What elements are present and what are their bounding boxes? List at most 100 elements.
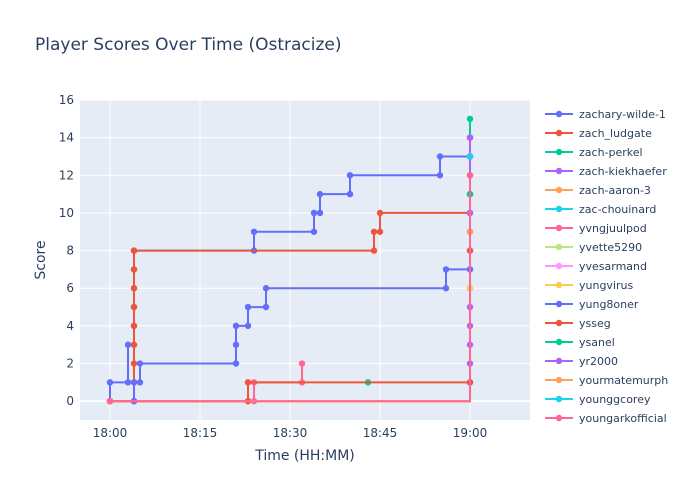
- data-point: [136, 379, 144, 386]
- x-tick-label: 18:30: [273, 426, 308, 440]
- data-point: [130, 303, 138, 311]
- legend-item-yvette5290[interactable]: yvette5290: [545, 241, 642, 254]
- x-tick-label: 19:00: [453, 426, 488, 440]
- y-tick-label: 16: [59, 93, 74, 107]
- legend-marker: [555, 319, 563, 327]
- legend-label: yvesarmand: [579, 260, 647, 273]
- legend-item-zach_ludgate[interactable]: zach_ludgate: [545, 127, 652, 140]
- data-point: [316, 209, 324, 217]
- data-point: [442, 285, 450, 292]
- x-tick-label: 18:00: [93, 426, 128, 440]
- data-point: [232, 341, 240, 348]
- axis-ticks: 0 2 4 6 8 10 12 14 16 18:00 18:15 18:30 18:45 19:00: [59, 93, 488, 440]
- legend-marker: [555, 129, 563, 137]
- legend-item-youngarkofficial[interactable]: youngarkofficial: [545, 412, 667, 425]
- legend[interactable]: zachary-wilde-1 zach_ludgate zach-perkel za…: [545, 108, 668, 425]
- legend-label: zach-perkel: [579, 146, 643, 159]
- legend-item-yung8oner[interactable]: yung8oner: [545, 298, 639, 311]
- data-point: [310, 209, 318, 217]
- data-point: [436, 172, 444, 179]
- legend-marker: [555, 281, 563, 289]
- data-point: [310, 228, 318, 235]
- legend-item-yr2000[interactable]: yr2000: [545, 355, 618, 368]
- legend-marker: [555, 167, 563, 175]
- legend-marker: [555, 357, 563, 365]
- data-point: [244, 322, 252, 330]
- legend-marker: [555, 148, 563, 156]
- legend-label: yr2000: [579, 355, 618, 368]
- legend-item-zach-perkel[interactable]: zach-perkel: [545, 146, 643, 159]
- legend-item-ysseg[interactable]: ysseg: [545, 317, 611, 330]
- legend-marker: [555, 243, 563, 251]
- data-point: [130, 360, 138, 367]
- x-axis-title: Time (HH:MM): [254, 448, 355, 464]
- legend-label: zac-chouinard: [579, 203, 656, 216]
- series-line: [110, 175, 471, 403]
- y-tick-label: 4: [66, 319, 74, 333]
- legend-item-younggcorey[interactable]: younggcorey: [545, 393, 651, 406]
- data-point: [376, 209, 384, 217]
- data-point: [466, 153, 474, 160]
- data-point: [124, 379, 132, 386]
- data-point: [130, 341, 138, 348]
- data-point: [466, 172, 474, 179]
- data-point: [244, 379, 252, 386]
- legend-marker: [555, 395, 563, 403]
- data-point: [232, 322, 240, 330]
- data-point: [130, 247, 138, 254]
- legend-label: zach_ludgate: [579, 127, 652, 140]
- data-point: [262, 285, 270, 292]
- legend-item-zach-aaron-3[interactable]: zach-aaron-3: [545, 184, 651, 197]
- legend-item-zachary-wilde-1[interactable]: zachary-wilde-1: [545, 108, 666, 121]
- data-point: [106, 397, 114, 405]
- legend-label: zach-kiekhaefer: [579, 165, 667, 178]
- legend-marker: [555, 224, 563, 232]
- legend-marker: [555, 110, 563, 118]
- legend-item-yvesarmand[interactable]: yvesarmand: [545, 260, 647, 273]
- legend-label: yourmatemurph: [579, 374, 668, 387]
- data-point: [232, 360, 240, 367]
- data-point: [376, 228, 384, 235]
- legend-item-yungvirus[interactable]: yungvirus: [545, 279, 633, 292]
- legend-marker: [555, 338, 563, 346]
- legend-label: yvette5290: [579, 241, 642, 254]
- data-point: [130, 266, 138, 273]
- y-axis-title: Score: [33, 240, 49, 279]
- data-point: [136, 360, 144, 367]
- legend-item-ysanel[interactable]: ysanel: [545, 336, 615, 349]
- data-point: [466, 134, 474, 141]
- y-tick-label: 10: [59, 206, 74, 220]
- legend-label: zach-aaron-3: [579, 184, 651, 197]
- data-point: [316, 190, 324, 198]
- legend-item-zac-chouinard[interactable]: zac-chouinard: [545, 203, 656, 216]
- data-point: [124, 341, 132, 348]
- data-point: [130, 285, 138, 292]
- data-point: [346, 172, 354, 179]
- y-tick-label: 8: [66, 244, 74, 258]
- legend-label: yvngjuulpod: [579, 222, 647, 235]
- data-point: [130, 379, 138, 386]
- legend-item-zach-kiekhaefer[interactable]: zach-kiekhaefer: [545, 165, 667, 178]
- y-tick-label: 12: [59, 168, 74, 182]
- data-point: [244, 303, 252, 311]
- x-tick-label: 18:15: [183, 426, 218, 440]
- data-point: [106, 379, 114, 386]
- y-tick-label: 6: [66, 281, 74, 295]
- y-tick-label: 0: [66, 394, 74, 408]
- legend-item-yvngjuulpod[interactable]: yvngjuulpod: [545, 222, 647, 235]
- y-tick-label: 2: [66, 357, 74, 371]
- legend-label: yung8oner: [579, 298, 639, 311]
- series-youngarkofficial: [106, 172, 474, 405]
- data-point: [250, 228, 258, 235]
- legend-label: youngarkofficial: [579, 412, 667, 425]
- legend-item-yourmatemurph[interactable]: yourmatemurph: [545, 374, 668, 387]
- data-point: [442, 266, 450, 273]
- legend-marker: [555, 186, 563, 194]
- legend-label: ysseg: [579, 317, 611, 330]
- legend-marker: [555, 262, 563, 270]
- y-tick-label: 14: [59, 131, 74, 145]
- data-point: [370, 228, 378, 235]
- legend-label: younggcorey: [579, 393, 651, 406]
- legend-label: zachary-wilde-1: [579, 108, 666, 121]
